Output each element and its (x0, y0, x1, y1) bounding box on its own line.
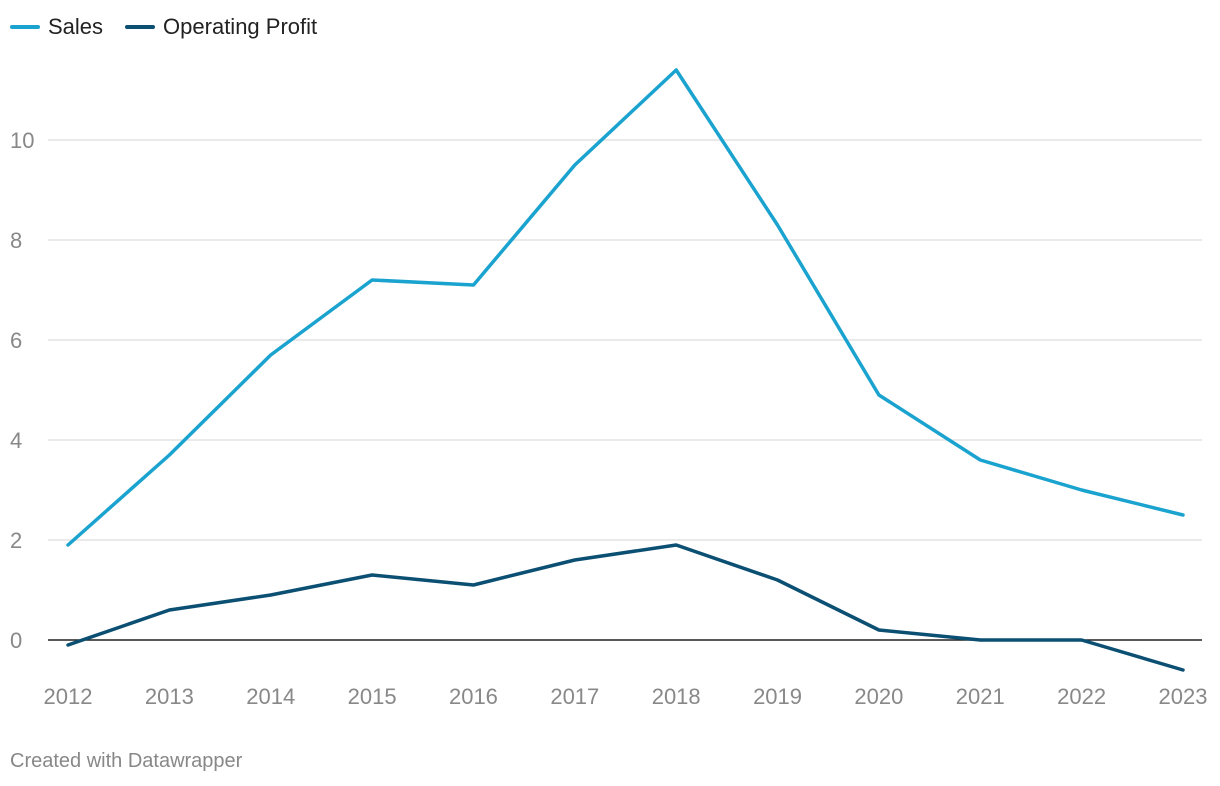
legend: Sales Operating Profit (10, 14, 317, 40)
legend-item-operating-profit: Operating Profit (125, 14, 317, 40)
x-tick-label: 2014 (246, 684, 295, 709)
y-tick-label: 10 (10, 128, 34, 153)
legend-item-sales: Sales (10, 14, 103, 40)
x-tick-label: 2017 (550, 684, 599, 709)
x-tick-label: 2018 (652, 684, 701, 709)
footer-credit: Created with Datawrapper (10, 750, 243, 772)
x-tick-label: 2015 (348, 684, 397, 709)
x-tick-label: 2016 (449, 684, 498, 709)
series-line-operating-profit (66, 543, 1185, 672)
x-tick-label: 2012 (44, 684, 93, 709)
x-tick-label: 2020 (854, 684, 903, 709)
series-line-sales (66, 68, 1185, 547)
x-tick-label: 2019 (753, 684, 802, 709)
legend-swatch-sales (10, 25, 40, 29)
y-tick-label: 4 (10, 428, 22, 453)
legend-label-operating-profit: Operating Profit (163, 14, 318, 39)
y-tick-label: 0 (10, 628, 22, 653)
y-tick-label: 2 (10, 528, 22, 553)
x-tick-label: 2021 (956, 684, 1005, 709)
x-tick-label: 2022 (1057, 684, 1106, 709)
x-tick-label: 2023 (1159, 684, 1208, 709)
legend-label-sales: Sales (48, 14, 104, 39)
y-tick-label: 8 (10, 228, 22, 253)
y-tick-label: 6 (10, 328, 22, 353)
line-chart: 0 2 4 6 8 10 2012 2013 2014 2015 2016 2017 2018 2019 2… (10, 68, 1208, 709)
legend-swatch-operating-profit (125, 25, 156, 29)
x-tick-label: 2013 (145, 684, 194, 709)
